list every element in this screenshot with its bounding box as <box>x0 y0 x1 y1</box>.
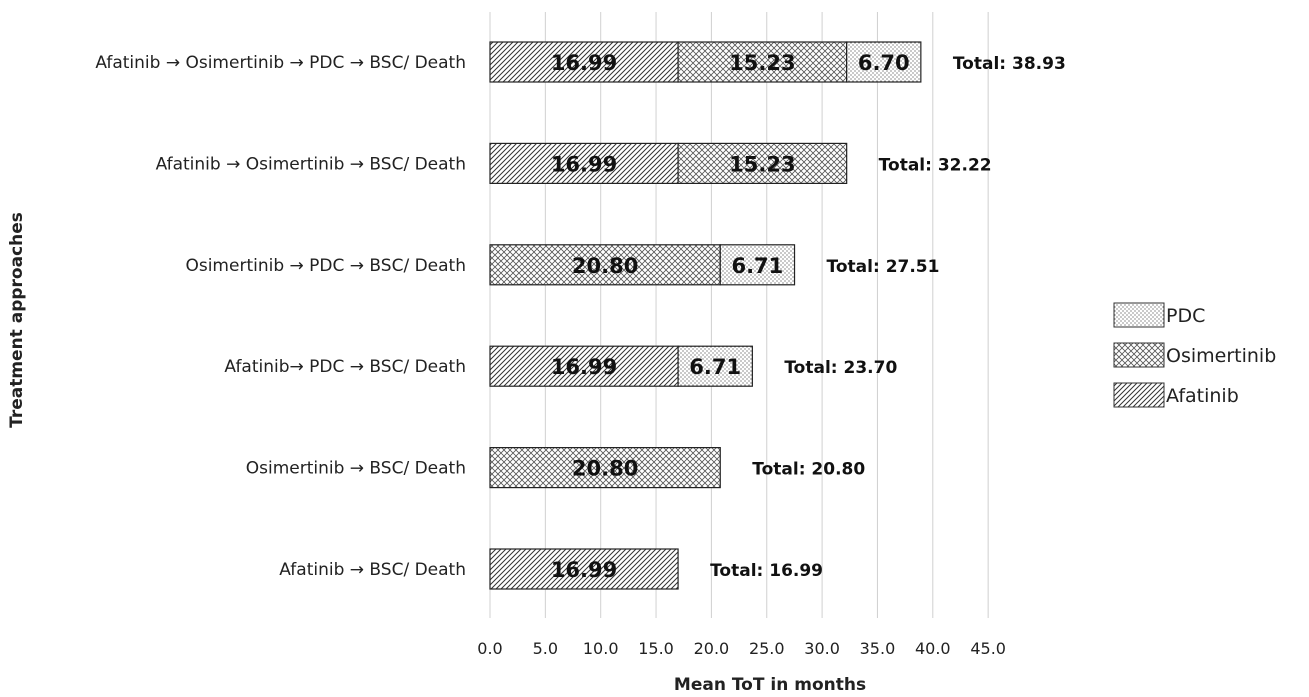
bar-segment-osimertinib <box>489 244 721 286</box>
total-label: Total: 23.70 <box>784 358 897 378</box>
bar-segment-afatinib <box>489 345 679 387</box>
category-label: Afatinib → BSC/ Death <box>279 560 466 580</box>
legend-label: Afatinib <box>1166 385 1239 407</box>
bars <box>489 41 922 590</box>
bar-segment-osimertinib <box>677 41 848 83</box>
x-tick-label: 25.0 <box>749 639 785 658</box>
x-tick-label: 15.0 <box>638 639 674 658</box>
x-tick-label: 0.0 <box>477 639 502 658</box>
bar-segment-afatinib <box>489 142 679 184</box>
total-label: Total: 32.22 <box>879 155 992 175</box>
legend-swatch-pdc <box>1113 302 1165 328</box>
data-label: 6.70 <box>858 51 910 75</box>
total-label: Total: 20.80 <box>752 460 865 480</box>
x-tick-label: 10.0 <box>583 639 619 658</box>
data-label: 20.80 <box>572 457 638 481</box>
y-axis-title: Treatment approaches <box>7 212 27 428</box>
x-tick-label: 5.0 <box>533 639 558 658</box>
category-label: Osimertinib → PDC → BSC/ Death <box>185 256 466 276</box>
category-label: Osimertinib → BSC/ Death <box>246 459 466 479</box>
x-tick-label: 35.0 <box>860 639 896 658</box>
data-label: 16.99 <box>551 355 617 379</box>
data-label: 6.71 <box>731 254 783 278</box>
x-tick-label: 30.0 <box>804 639 840 658</box>
data-label: 16.99 <box>551 152 617 176</box>
category-label: Afatinib → Osimertinib → BSC/ Death <box>156 154 466 174</box>
data-label: 6.71 <box>689 355 741 379</box>
legend-label: Osimertinib <box>1166 345 1276 367</box>
bar-segment-pdc <box>719 244 796 286</box>
bar-segment-pdc <box>677 345 753 387</box>
x-tick-label: 40.0 <box>915 639 951 658</box>
data-label: 16.99 <box>551 558 617 582</box>
bar-segment-osimertinib <box>489 447 721 489</box>
legend-swatch-afatinib <box>1113 382 1165 408</box>
data-label: 15.23 <box>729 51 795 75</box>
gridlines <box>489 12 989 618</box>
total-label: Total: 38.93 <box>953 54 1066 74</box>
x-tick-label: 45.0 <box>970 639 1006 658</box>
bar-segment-pdc <box>846 41 922 83</box>
legend-label: PDC <box>1166 305 1205 327</box>
data-label: 16.99 <box>551 51 617 75</box>
total-label: Total: 16.99 <box>710 561 823 581</box>
bar-segment-osimertinib <box>677 142 848 184</box>
bar-segment-afatinib <box>489 548 679 590</box>
labels: 0.0 5.0 10.0 15.0 20.0 25.0 30.0 35.0 40.0 45.0 Af… <box>95 51 1065 658</box>
data-label: 20.80 <box>572 254 638 278</box>
x-axis-title: Mean ToT in months <box>674 675 866 695</box>
category-label: Afatinib→ PDC → BSC/ Death <box>224 357 466 377</box>
x-tick-label: 20.0 <box>694 639 730 658</box>
legend: PDC Osimertinib Afatinib <box>1113 302 1276 408</box>
total-label: Total: 27.51 <box>827 257 940 277</box>
legend-swatch-osimertinib <box>1113 342 1165 368</box>
data-label: 15.23 <box>729 152 795 176</box>
category-label: Afatinib → Osimertinib → PDC → BSC/ Deat… <box>95 53 466 73</box>
